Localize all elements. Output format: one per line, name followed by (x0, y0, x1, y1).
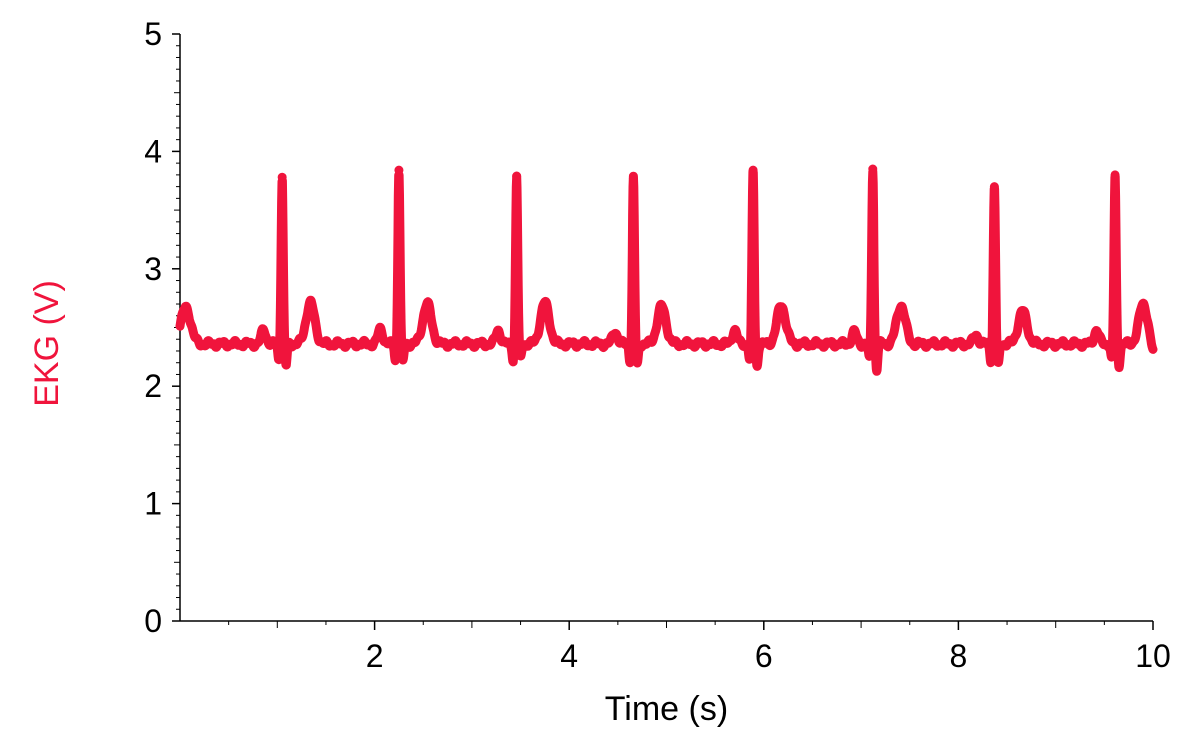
r-peak-point (394, 165, 404, 175)
y-axis: 0 1 2 3 4 5 (144, 16, 181, 639)
x-tick-label: 6 (755, 638, 773, 674)
r-peak-point (277, 172, 287, 182)
ekg-series-line (175, 167, 1158, 376)
x-axis: 2 4 6 8 10 (180, 620, 1171, 674)
r-peak-point (868, 164, 878, 174)
y-tick-label: 4 (144, 133, 162, 169)
r-peak-point (628, 173, 638, 183)
y-axis-title: EKG (V) (28, 280, 66, 407)
r-peak-point (989, 182, 999, 192)
x-tick-label: 8 (950, 638, 968, 674)
y-tick-label: 1 (144, 486, 162, 522)
r-peak-point (748, 165, 758, 175)
x-tick-label: 2 (366, 638, 384, 674)
x-tick-label: 10 (1135, 638, 1171, 674)
ekg-series (175, 164, 1158, 376)
r-peak-point (512, 171, 522, 181)
x-tick-label: 4 (560, 638, 578, 674)
x-axis-title: Time (s) (605, 690, 728, 728)
y-tick-label: 3 (144, 251, 162, 287)
y-tick-label: 2 (144, 368, 162, 404)
r-peak-point (1110, 170, 1120, 180)
y-tick-label: 0 (144, 603, 162, 639)
y-tick-label: 5 (144, 16, 162, 52)
